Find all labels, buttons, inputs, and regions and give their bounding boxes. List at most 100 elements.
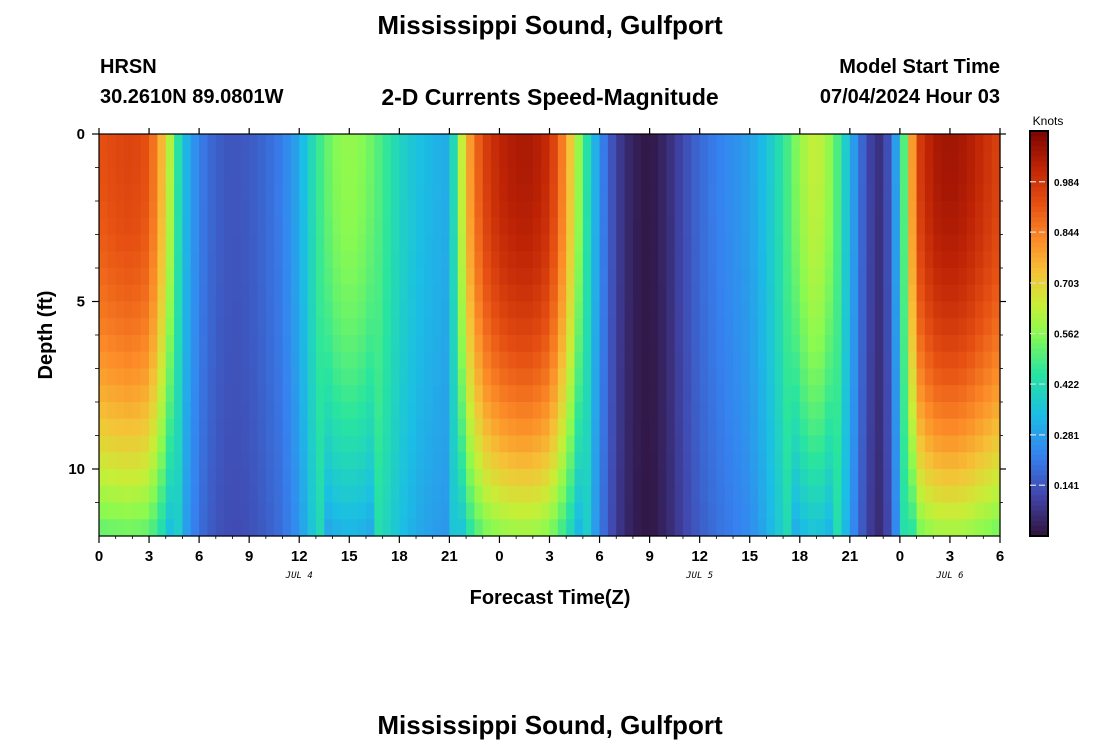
heatmap-cell (858, 418, 868, 437)
heatmap-cell (124, 301, 133, 319)
heatmap-cell (224, 502, 234, 520)
heatmap-cell (607, 351, 617, 370)
heatmap-cell (866, 351, 876, 370)
heatmap-cell (140, 201, 150, 219)
heatmap-cell (482, 335, 492, 353)
heatmap-cell (966, 351, 976, 370)
heatmap-cell (207, 134, 217, 152)
heatmap-cell (841, 435, 851, 453)
heatmap-cell (841, 452, 851, 470)
heatmap-cell (491, 469, 501, 487)
heatmap-cell (532, 502, 542, 520)
heatmap-cell (874, 201, 884, 219)
heatmap-cell (841, 150, 851, 169)
heatmap-cell (549, 435, 559, 453)
heatmap-cell (307, 368, 317, 386)
heatmap-cell (224, 150, 234, 169)
heatmap-cell (682, 452, 692, 470)
heatmap-cell (866, 335, 876, 353)
heatmap-cell (174, 452, 184, 470)
heatmap-cell (949, 402, 959, 420)
heatmap-cell (449, 284, 459, 303)
heatmap-cell (924, 351, 934, 370)
heatmap-cell (307, 335, 317, 353)
heatmap-cell (949, 134, 959, 152)
heatmap-cell (299, 134, 309, 152)
heatmap-cell (132, 284, 142, 303)
heatmap-cell (591, 150, 601, 169)
heatmap-cell (357, 234, 367, 252)
heatmap-cell (566, 385, 576, 403)
heatmap-cell (841, 134, 851, 152)
heatmap-cell (708, 234, 717, 252)
heatmap-cell (541, 167, 551, 185)
heatmap-cell (274, 284, 284, 303)
heatmap-cell (524, 435, 534, 453)
heatmap-cell (966, 335, 976, 353)
heatmap-cell (432, 385, 442, 403)
heatmap-cell (666, 251, 676, 269)
heatmap-cell (641, 217, 651, 236)
heatmap-cell (524, 150, 534, 169)
heatmap-cell (849, 502, 859, 520)
heatmap-cell (349, 418, 359, 437)
heatmap-cell (182, 402, 192, 420)
heatmap-cell (199, 318, 209, 336)
heatmap-cell (958, 402, 968, 420)
heatmap-cell (457, 368, 467, 386)
heatmap-cell (549, 502, 559, 520)
heatmap-cell (591, 519, 601, 537)
heatmap-cell (641, 335, 651, 353)
heatmap-cell (958, 502, 968, 520)
heatmap-cell (891, 318, 901, 336)
heatmap-cell (699, 402, 709, 420)
heatmap-cell (382, 184, 392, 202)
heatmap-cell (315, 234, 325, 252)
heatmap-cell (140, 284, 150, 303)
heatmap-cell (324, 452, 334, 470)
heatmap-cell (190, 368, 200, 386)
heatmap-cell (666, 452, 676, 470)
heatmap-cell (240, 201, 250, 219)
heatmap-cell (190, 234, 200, 252)
heatmap-cell (883, 469, 893, 487)
heatmap-cell (115, 301, 125, 319)
heatmap-cell (682, 318, 692, 336)
heatmap-cell (641, 134, 651, 152)
heatmap-cell (541, 217, 551, 236)
heatmap-cell (858, 385, 868, 403)
heatmap-cell (207, 385, 217, 403)
heatmap-cell (866, 318, 876, 336)
heatmap-cell (566, 402, 576, 420)
heatmap-cell (249, 485, 259, 504)
colorbar-segment (1030, 424, 1048, 431)
heatmap-cell (340, 418, 350, 437)
heatmap-cell (816, 284, 826, 303)
heatmap-cell (516, 435, 526, 453)
heatmap-cell (491, 502, 501, 520)
heatmap-cell (574, 402, 584, 420)
heatmap-cell (157, 134, 167, 152)
heatmap-cell (449, 351, 459, 370)
heatmap-cell (307, 418, 317, 437)
heatmap-cell (174, 335, 184, 353)
heatmap-cell (758, 284, 767, 303)
heatmap-cell (758, 469, 767, 487)
heatmap-cell (432, 368, 442, 386)
heatmap-cell (774, 402, 784, 420)
heatmap-cell (866, 452, 876, 470)
heatmap-cell (824, 184, 834, 202)
heatmap-cell (891, 485, 901, 504)
heatmap-cell (958, 150, 968, 169)
heatmap-cell (416, 251, 425, 269)
heatmap-cell (466, 301, 476, 319)
heatmap-cell (924, 519, 934, 537)
heatmap-cell (774, 335, 784, 353)
heatmap-cell (99, 368, 108, 386)
heatmap-cell (674, 368, 684, 386)
heatmap-cell (891, 284, 901, 303)
heatmap-cell (290, 184, 300, 202)
heatmap-cell (924, 201, 934, 219)
x-tick-label: 15 (341, 548, 358, 565)
heatmap-cell (632, 134, 642, 152)
